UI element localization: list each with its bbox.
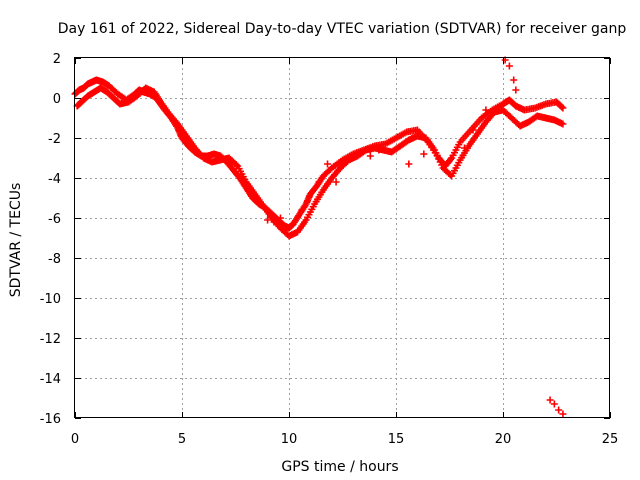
x-tick-label: 0 — [71, 432, 79, 447]
data-point — [270, 218, 278, 226]
data-point — [447, 155, 455, 163]
data-point — [298, 206, 306, 214]
data-point — [375, 146, 383, 154]
data-point — [264, 216, 272, 224]
y-tick-label: -16 — [40, 412, 61, 427]
y-tick-label: -10 — [40, 292, 61, 307]
plot-frame — [74, 57, 610, 418]
y-tick-label: -4 — [48, 172, 61, 187]
y-tick-label: -6 — [48, 212, 61, 227]
data-point — [558, 103, 566, 111]
data-point — [276, 214, 284, 222]
data-point — [366, 152, 374, 160]
x-tick-label: 20 — [495, 432, 512, 447]
x-axis-label: GPS time / hours — [281, 459, 398, 475]
x-tick-label: 10 — [281, 432, 298, 447]
data-point — [505, 62, 513, 70]
points-layer — [71, 56, 567, 418]
data-point — [510, 76, 518, 84]
data-point — [559, 104, 567, 112]
data-point — [324, 160, 332, 168]
data-point — [232, 161, 240, 169]
data-point — [460, 144, 468, 152]
data-point — [555, 406, 563, 414]
data-point — [332, 178, 340, 186]
y-tick-label: -2 — [48, 132, 61, 147]
data-point — [546, 396, 554, 404]
data-point — [315, 178, 323, 186]
x-tick-label: 25 — [602, 432, 619, 447]
y-tick-label: 2 — [53, 52, 61, 67]
y-tick-label: -8 — [48, 252, 61, 267]
data-point — [512, 86, 520, 94]
data-point — [482, 106, 490, 114]
data-point — [559, 120, 567, 128]
data-point — [469, 126, 477, 134]
y-tick-label: -12 — [40, 332, 61, 347]
data-point — [420, 150, 428, 158]
data-point — [405, 160, 413, 168]
data-point — [550, 400, 558, 408]
chart-title: Day 161 of 2022, Sidereal Day-to-day VTE… — [58, 21, 627, 37]
y-axis-label: SDTVAR / TECUs — [8, 183, 24, 298]
x-tick-label: 5 — [178, 432, 186, 447]
y-tick-label: 0 — [53, 92, 61, 107]
data-point — [559, 410, 567, 418]
grid-layer — [75, 58, 610, 418]
x-tick-label: 15 — [388, 432, 405, 447]
y-tick-label: -14 — [40, 372, 61, 387]
